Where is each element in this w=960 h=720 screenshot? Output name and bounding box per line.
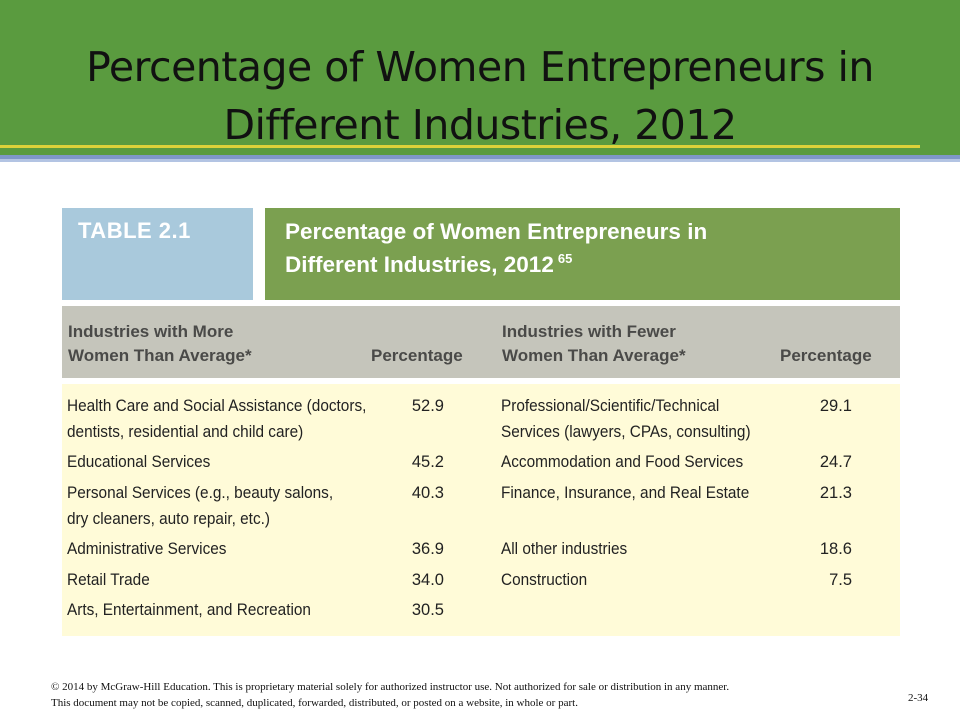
more-row-2-line2: dry cleaners, auto repair, etc.) <box>67 510 271 528</box>
more-row-4-value: 34.0 <box>411 571 444 589</box>
header-more-industries: Industries with More Women Than Average* <box>68 320 252 368</box>
table-title-line1: Percentage of Women Entrepreneurs in <box>285 219 708 244</box>
table-label: TABLE 2.1 <box>78 218 191 243</box>
table-title-line2: Different Industries, 2012 65 <box>285 245 885 278</box>
table-body <box>62 384 900 636</box>
more-row-0-industry: Health Care and Social Assistance (docto… <box>67 393 366 445</box>
more-row-1-value: 45.2 <box>411 453 444 471</box>
more-row-2-value: 40.3 <box>411 484 444 502</box>
slide-title-line2: Different Industries, 2012 <box>223 101 737 149</box>
more-row-4-industry: Retail Trade <box>67 571 150 589</box>
fewer-row-3-value: 18.6 <box>819 540 852 558</box>
header-fewer-percentage: Percentage <box>780 346 872 365</box>
slide-title: Percentage of Women Entrepreneurs in Dif… <box>0 38 960 154</box>
fewer-row-2-value: 21.3 <box>819 484 852 502</box>
header-more-line2: Women Than Average* <box>68 346 252 365</box>
more-row-0-value: 52.9 <box>411 397 444 415</box>
slide-title-bar <box>0 0 960 158</box>
fewer-row-0-value: 29.1 <box>819 397 852 415</box>
fewer-row-0-line1: Professional/Scientific/Technical <box>501 397 720 415</box>
header-fewer-industries: Industries with Fewer Women Than Average… <box>502 320 686 368</box>
copyright-footer: © 2014 by McGraw-Hill Education. This is… <box>51 679 891 711</box>
fewer-row-1-value: 24.7 <box>819 453 852 471</box>
more-row-1-industry: Educational Services <box>67 453 211 471</box>
page-number: 2-34 <box>908 692 929 704</box>
fewer-row-4-industry: Construction <box>501 571 588 589</box>
more-row-2-industry: Personal Services (e.g., beauty salons, … <box>67 480 333 532</box>
table-header-row <box>62 306 900 378</box>
fewer-row-3-industry: All other industries <box>501 540 628 558</box>
fewer-row-1-industry: Accommodation and Food Services <box>501 453 744 471</box>
fewer-row-0-industry: Professional/Scientific/Technical Servic… <box>501 393 751 445</box>
more-row-0-line1: Health Care and Social Assistance (docto… <box>67 397 367 415</box>
slide-title-line1: Percentage of Women Entrepreneurs in <box>86 43 874 91</box>
table-title-box <box>265 208 900 300</box>
table-title: Percentage of Women Entrepreneurs in Dif… <box>285 218 885 278</box>
header-fewer-line2: Women Than Average* <box>502 346 686 365</box>
table-title-line2-text: Different Industries, 2012 <box>285 252 554 277</box>
more-row-3-value: 36.9 <box>411 540 444 558</box>
title-divider-yellow <box>0 145 920 148</box>
more-row-2-line1: Personal Services (e.g., beauty salons, <box>67 484 334 502</box>
fewer-row-2-industry: Finance, Insurance, and Real Estate <box>501 484 750 502</box>
more-row-3-industry: Administrative Services <box>67 540 227 558</box>
header-more-percentage: Percentage <box>371 346 463 365</box>
title-divider-blue-light <box>0 159 960 162</box>
copyright-line2: This document may not be copied, scanned… <box>51 697 578 709</box>
table-label-box <box>62 208 253 300</box>
title-divider-blue <box>0 155 960 159</box>
more-row-5-value: 30.5 <box>411 601 444 619</box>
header-more-line1: Industries with More <box>68 322 234 341</box>
fewer-row-0-line2: Services (lawyers, CPAs, consulting) <box>501 423 751 441</box>
more-row-0-line2: dentists, residential and child care) <box>67 423 304 441</box>
table-title-reference: 65 <box>557 251 573 266</box>
fewer-row-4-value: 7.5 <box>829 571 852 589</box>
more-row-5-industry: Arts, Entertainment, and Recreation <box>67 601 311 619</box>
header-fewer-line1: Industries with Fewer <box>502 322 676 341</box>
copyright-line1: © 2014 by McGraw-Hill Education. This is… <box>51 681 730 693</box>
